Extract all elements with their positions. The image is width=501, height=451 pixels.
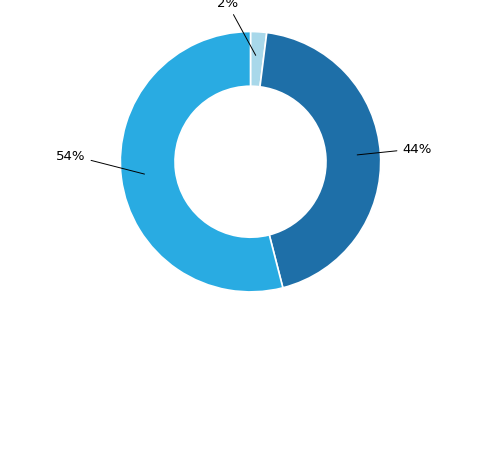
- Text: 2%: 2%: [216, 0, 256, 56]
- Wedge shape: [260, 33, 381, 288]
- Text: 44%: 44%: [357, 143, 432, 156]
- Wedge shape: [250, 32, 267, 87]
- Text: 54%: 54%: [56, 149, 144, 175]
- Wedge shape: [120, 32, 283, 292]
